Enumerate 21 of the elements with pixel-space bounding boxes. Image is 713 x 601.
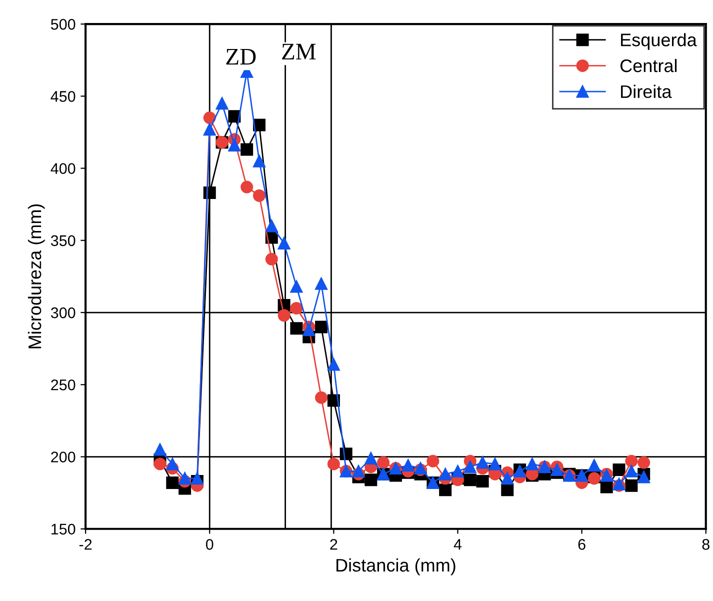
y-axis-title: Microdureza (mm) [28, 204, 45, 348]
y-tick-label: 250 [51, 380, 76, 390]
x-tick-label: -2 [79, 539, 92, 550]
annotation: ZM [282, 44, 316, 60]
y-tick-label: 350 [50, 235, 76, 246]
x-axis-title: Distancia (mm) [336, 558, 456, 576]
legend-label: Direita [621, 84, 672, 98]
legend-label: Central [620, 58, 677, 72]
y-tick-label: 150 [52, 524, 76, 535]
x-tick-label: 6 [578, 539, 586, 550]
y-tick-label: 300 [50, 307, 76, 318]
x-tick-label: 4 [454, 539, 462, 550]
y-tick-label: 400 [50, 163, 76, 174]
y-tick-label: 200 [51, 452, 76, 462]
y-tick-label: 500 [50, 18, 76, 30]
x-tick-label: 0 [206, 539, 214, 550]
legend-label: Esquerda [621, 33, 697, 50]
x-tick-label: 8 [702, 539, 710, 550]
annotation: ZD [226, 48, 256, 64]
x-tick-label: 2 [330, 539, 338, 550]
y-tick-label: 450 [50, 91, 76, 102]
